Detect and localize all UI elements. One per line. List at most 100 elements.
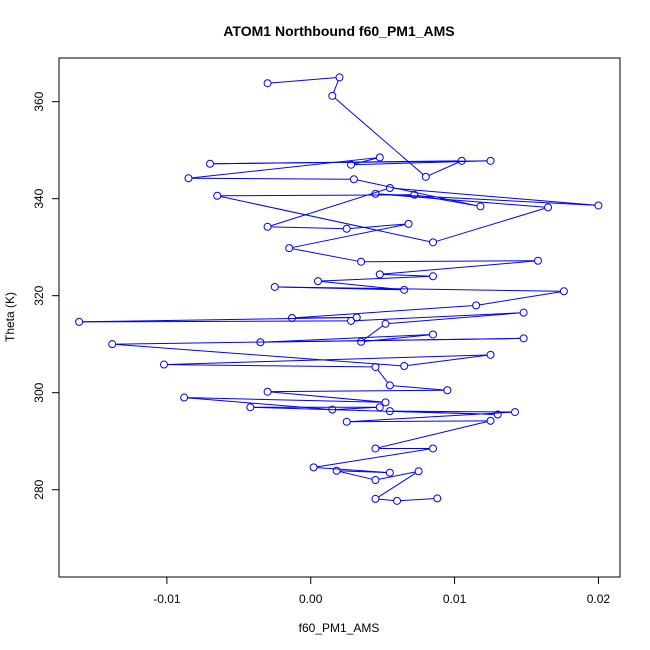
series-segment — [271, 391, 383, 403]
data-point — [421, 172, 430, 181]
data-point — [371, 362, 380, 371]
series-segment — [317, 467, 387, 473]
data-point — [486, 350, 495, 359]
data-point — [393, 496, 402, 505]
series-segment — [364, 260, 535, 263]
series-segment — [292, 224, 406, 248]
series-segment — [383, 273, 430, 277]
data-point — [160, 360, 169, 369]
series-segment — [278, 286, 561, 292]
series-segment — [220, 196, 430, 243]
series-segment — [333, 80, 339, 93]
data-point — [385, 183, 394, 192]
data-point — [493, 410, 502, 419]
series-segment — [270, 188, 387, 227]
data-point — [375, 403, 384, 412]
x-axis: -0.01 0.00 0.01 0.02 — [153, 576, 611, 606]
y-tick-label: 280 — [32, 479, 46, 499]
series-segment — [378, 472, 416, 498]
data-point — [472, 301, 481, 310]
series-segment — [115, 337, 521, 345]
data-point — [371, 189, 380, 198]
y-tick-label: 340 — [32, 188, 46, 208]
series-segment — [378, 193, 595, 206]
series-segment — [167, 354, 488, 365]
series-segment — [350, 223, 406, 229]
data-point — [476, 202, 485, 211]
data-point — [285, 244, 294, 253]
series-segment — [388, 312, 521, 325]
data-point — [313, 277, 322, 286]
data-point — [357, 257, 366, 266]
y-axis: 280 300 320 340 360 — [32, 91, 60, 500]
data-point — [246, 403, 255, 412]
series-segment — [213, 160, 488, 165]
data-point — [375, 270, 384, 279]
series-segment — [436, 207, 545, 242]
data-point — [184, 174, 193, 183]
data-point — [206, 159, 215, 168]
data-point — [328, 405, 337, 414]
data-point — [352, 313, 361, 322]
series-segment — [321, 275, 430, 282]
series-segment — [292, 248, 358, 262]
data-point — [486, 156, 495, 165]
series-layer — [75, 73, 603, 505]
data-point — [263, 79, 272, 88]
data-point — [457, 156, 466, 165]
data-point — [414, 467, 423, 476]
series-segment — [393, 410, 512, 413]
series-segment — [417, 194, 478, 207]
data-point — [410, 190, 419, 199]
series-segment — [479, 291, 561, 306]
data-point — [347, 160, 356, 169]
data-point — [385, 468, 394, 477]
series-segment — [339, 471, 373, 480]
data-point — [349, 175, 358, 184]
data-point — [510, 408, 519, 417]
y-axis-label: Theta (K) — [3, 292, 17, 342]
data-point — [400, 285, 409, 294]
data-point — [357, 337, 366, 346]
series-segment — [271, 77, 337, 84]
x-tick-label: -0.01 — [153, 592, 181, 606]
data-point — [385, 381, 394, 390]
data-point — [270, 282, 279, 291]
data-point — [213, 191, 222, 200]
data-point — [347, 316, 356, 325]
y-tick-label: 300 — [32, 382, 46, 402]
series-segment — [191, 157, 377, 179]
series-segment — [271, 389, 444, 393]
data-point — [75, 317, 84, 326]
series-segment — [400, 498, 434, 502]
data-point — [256, 338, 265, 347]
data-point — [288, 313, 297, 322]
series-segment — [354, 312, 521, 322]
data-point — [429, 444, 437, 453]
x-tick-label: 0.00 — [299, 592, 323, 606]
data-point — [534, 256, 543, 265]
series-segment — [383, 260, 535, 275]
x-axis-label: f60_PM1_AMS — [299, 621, 380, 635]
data-point — [342, 224, 351, 233]
data-point — [309, 463, 318, 472]
data-point — [375, 153, 384, 162]
data-point — [519, 308, 528, 317]
data-point — [328, 91, 337, 100]
series-segment — [167, 364, 372, 368]
data-point — [429, 238, 437, 247]
series-segment — [115, 343, 401, 367]
data-point — [381, 319, 390, 328]
data-point — [404, 219, 413, 228]
series-segment — [428, 161, 459, 176]
series-segment — [377, 369, 389, 383]
x-tick-label: 0.02 — [587, 592, 611, 606]
data-point — [371, 444, 380, 453]
series-segment — [82, 320, 348, 323]
data-point — [385, 407, 394, 416]
y-tick-label: 320 — [32, 285, 46, 305]
y-tick-label: 360 — [32, 91, 46, 111]
chart-title: ATOM1 Northbound f60_PM1_AMS — [223, 23, 454, 39]
data-point — [180, 393, 189, 402]
series-segment — [82, 317, 354, 323]
